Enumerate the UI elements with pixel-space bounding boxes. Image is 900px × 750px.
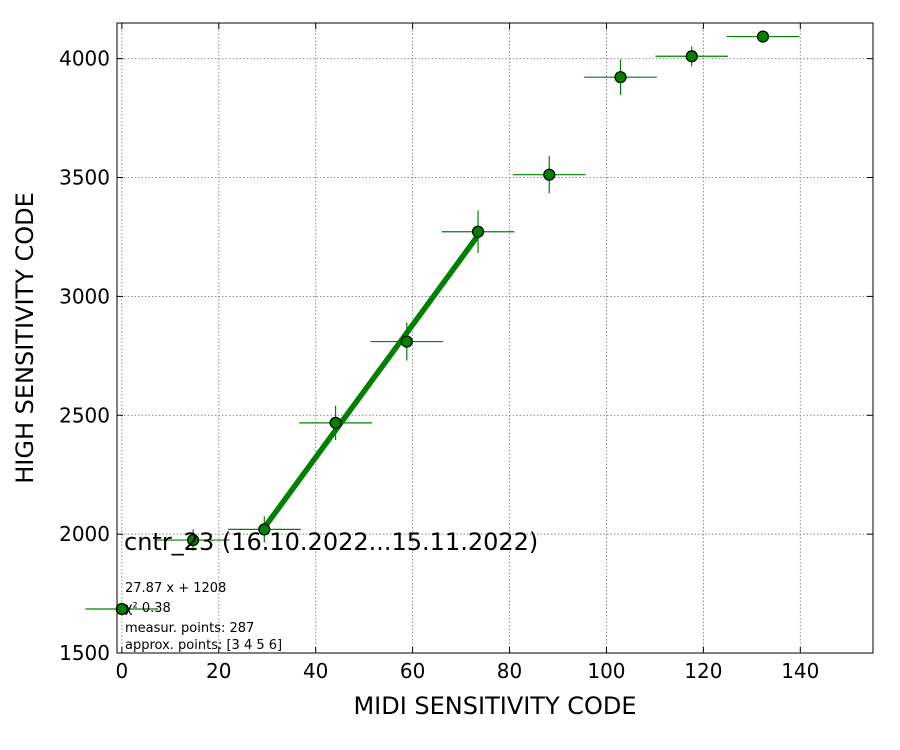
y-tick-label: 2500 [59, 403, 110, 427]
y-tick-label: 4000 [59, 47, 110, 71]
x-tick-label: 0 [115, 659, 128, 683]
data-points [85, 30, 800, 616]
x-tick-label: 100 [587, 659, 625, 683]
data-point [186, 533, 200, 547]
x-axis-label: MIDI SENSITIVITY CODE [353, 692, 636, 720]
x-tick-label: 20 [206, 659, 231, 683]
x-tick-label: 120 [684, 659, 722, 683]
chi2-value: χ² 0.38 [125, 601, 171, 616]
fit-equation: 27.87 x + 1208 [125, 581, 226, 596]
data-point [400, 335, 413, 348]
x-tick-label: 80 [497, 659, 522, 683]
plot-frame [116, 22, 874, 654]
data-point [685, 50, 698, 63]
y-tick-label: 3000 [59, 284, 110, 308]
data-point [614, 71, 627, 84]
y-tick-label: 1500 [59, 641, 110, 665]
x-tick-label: 140 [781, 659, 819, 683]
data-point [756, 30, 770, 43]
grid [117, 23, 873, 654]
data-point [471, 225, 485, 238]
x-tick-label: 40 [303, 659, 328, 683]
axis-ticks: 0 20 40 60 80 100 120 140 1500 2000 2500 3000 3500 40… [59, 23, 873, 683]
y-tick-label: 3500 [59, 166, 110, 190]
data-point [258, 523, 271, 536]
y-axis-label: HIGH SENSITIVITY CODE [11, 192, 39, 484]
fit-line-layer [262, 233, 481, 530]
fit-line [262, 233, 481, 530]
measured-points: measur. points: 287 [125, 621, 254, 636]
chart-title-annotation: cntr_23 (16.10.2022...15.11.2022) [124, 528, 538, 556]
approx-points: approx. points: [3 4 5 6] [125, 638, 282, 653]
data-point [115, 602, 128, 616]
x-tick-label: 60 [400, 659, 425, 683]
data-point [329, 416, 342, 429]
data-point [543, 168, 556, 181]
y-tick-label: 2000 [59, 522, 110, 546]
